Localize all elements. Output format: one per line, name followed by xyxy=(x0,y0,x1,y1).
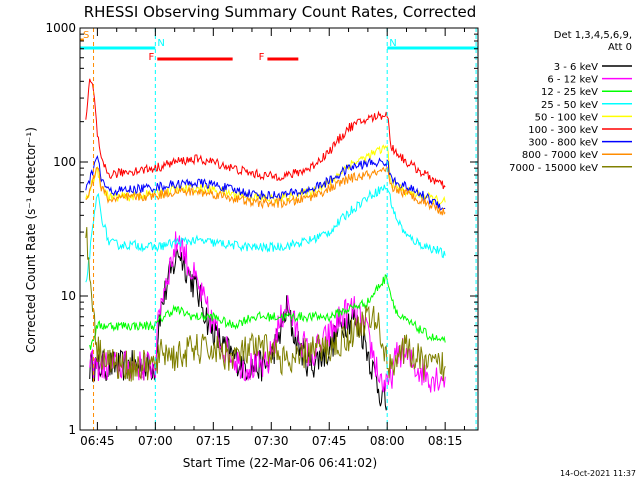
series-line xyxy=(85,227,446,382)
x-tick-label: 08:15 xyxy=(428,434,463,448)
legend-label: 3 - 6 keV xyxy=(554,62,598,73)
chart-title: RHESSI Observing Summary Count Rates, Co… xyxy=(84,3,477,21)
flag-label: S xyxy=(83,30,89,41)
flag-label: N xyxy=(157,38,164,49)
legend: Det 1,3,4,5,6,9,Att 0 3 - 6 keV 6 - 12 keV… xyxy=(509,30,632,174)
legend-label: 7000 - 15000 keV xyxy=(509,163,598,174)
flag-label: N xyxy=(389,38,396,49)
x-tick-label: 06:45 xyxy=(80,434,115,448)
y-axis-label: Corrected Count Rate (s⁻¹ detector⁻¹) xyxy=(24,127,38,353)
series-line xyxy=(85,78,446,190)
flag-label: F xyxy=(259,52,265,63)
x-axis-label: Start Time (22-Mar-06 06:41:02) xyxy=(183,456,377,470)
legend-label: 25 - 50 keV xyxy=(541,100,598,111)
x-tick-label: 07:45 xyxy=(312,434,347,448)
x-tick-label: 07:00 xyxy=(138,434,173,448)
plot-frame xyxy=(79,27,479,431)
legend-label: 6 - 12 keV xyxy=(547,75,598,86)
series-line xyxy=(85,184,446,283)
legend-header: Att 0 xyxy=(608,42,632,53)
x-tick-label: 08:00 xyxy=(370,434,405,448)
y-tick-label: 10 xyxy=(61,289,76,303)
x-tick-label: 07:15 xyxy=(196,434,231,448)
legend-label: 800 - 7000 keV xyxy=(522,150,598,161)
series-line xyxy=(89,274,446,350)
legend-label: 300 - 800 keV xyxy=(528,138,598,149)
flag-label: F xyxy=(149,52,155,63)
legend-label: 50 - 100 keV xyxy=(535,112,599,123)
legend-label: 12 - 25 keV xyxy=(541,87,598,98)
footer-timestamp: 14-Oct-2021 11:37 xyxy=(560,469,636,478)
legend-label: 100 - 300 keV xyxy=(528,125,598,136)
legend-header: Det 1,3,4,5,6,9, xyxy=(554,30,632,41)
y-tick-label: 1 xyxy=(68,423,76,437)
y-tick-label: 1000 xyxy=(45,21,76,35)
x-tick-label: 07:30 xyxy=(254,434,289,448)
y-tick-label: 100 xyxy=(53,155,76,169)
series-line xyxy=(89,231,446,393)
series-line xyxy=(85,166,446,216)
